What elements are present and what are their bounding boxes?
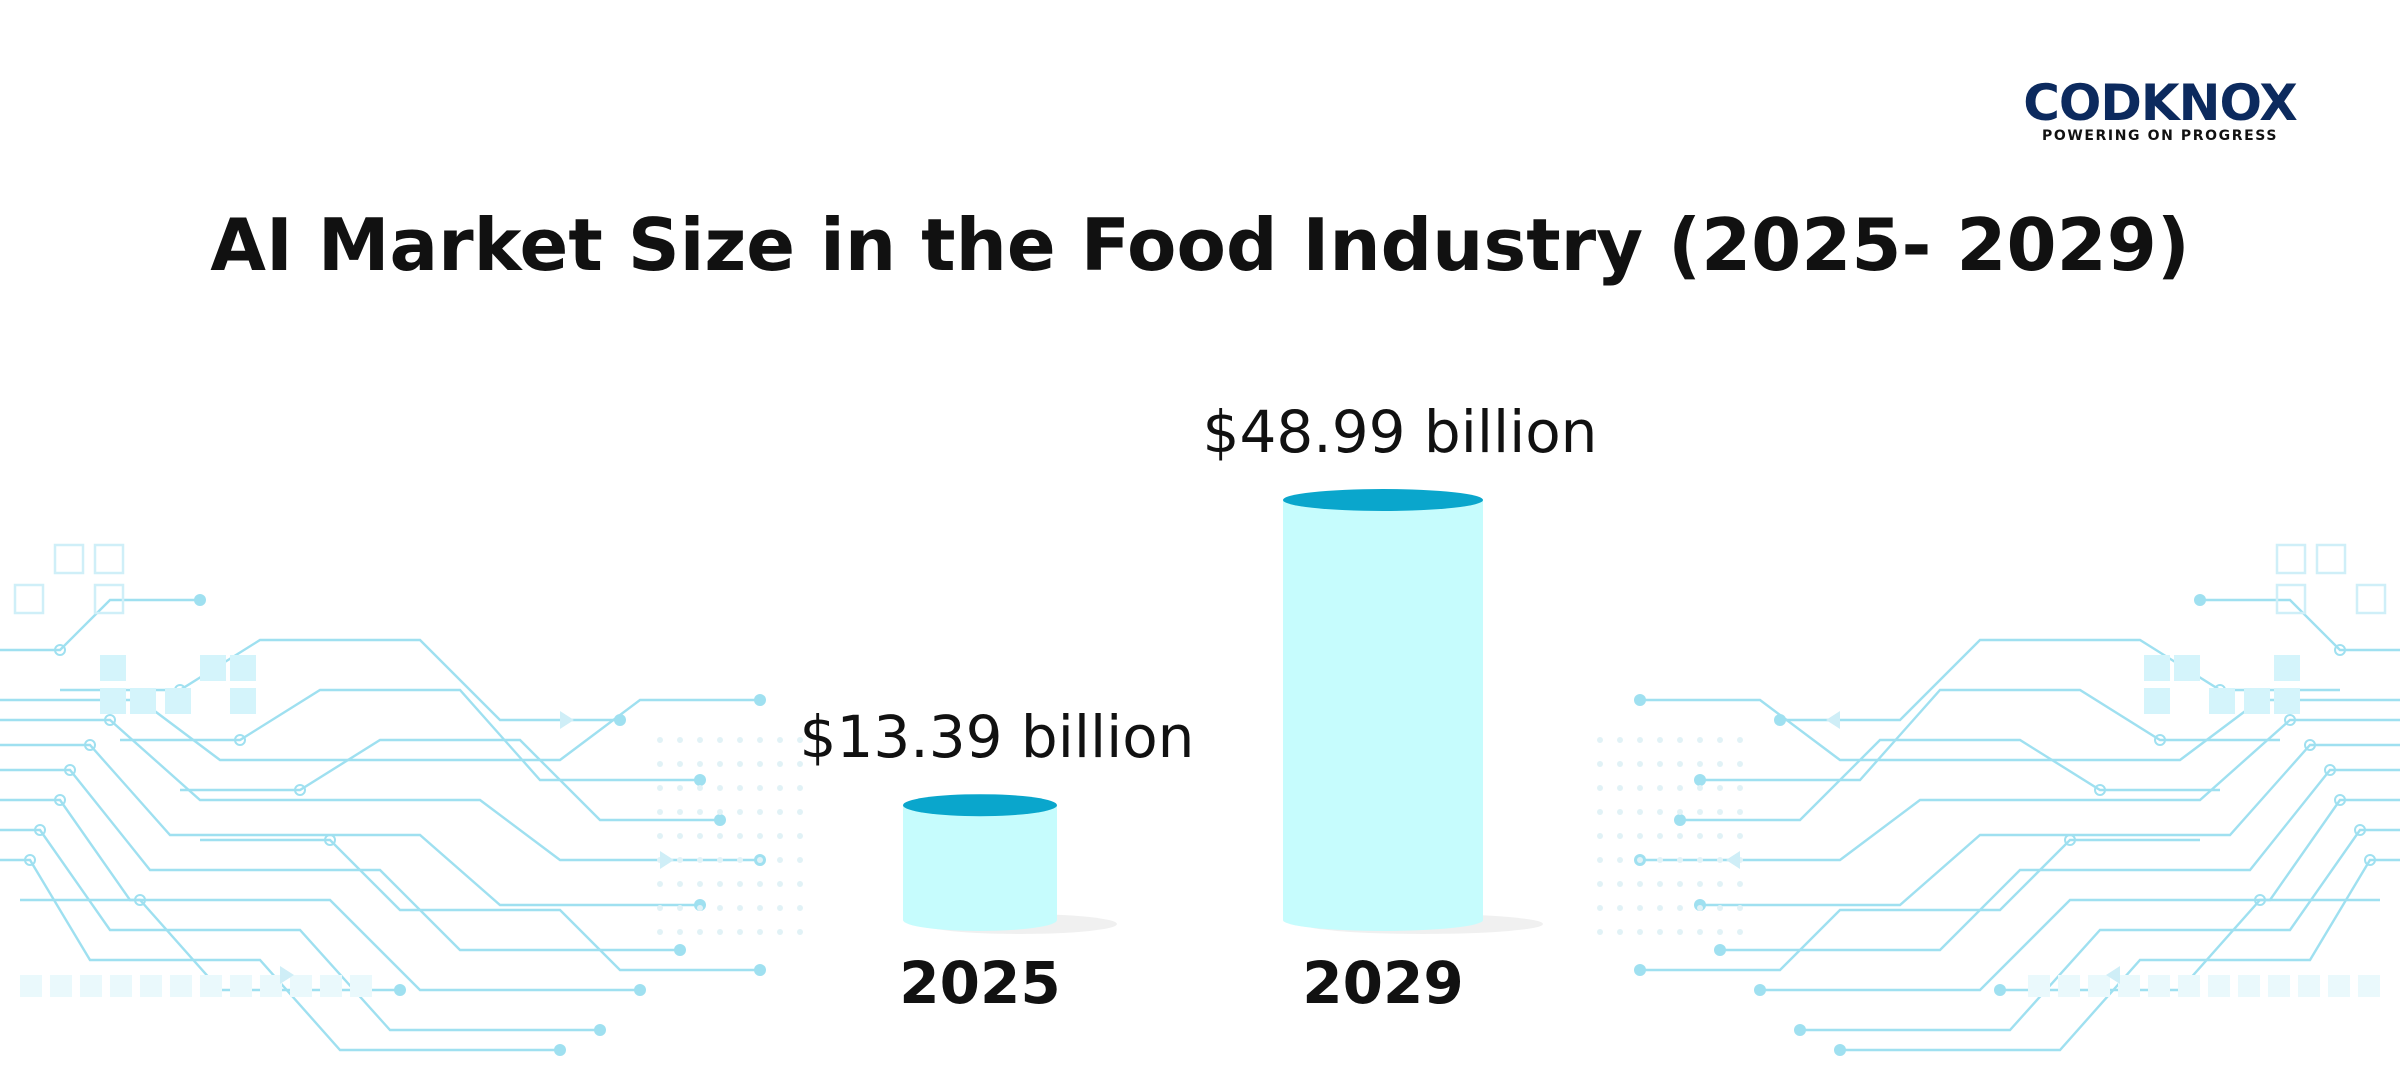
- bar-top: [1283, 489, 1483, 511]
- chart-title: AI Market Size in the Food Industry (202…: [210, 203, 2190, 287]
- bar-2029: [1283, 489, 1543, 934]
- data-label: $13.39 billion: [800, 703, 1195, 771]
- bar-body: [1283, 500, 1483, 931]
- brand-logo: CODKNOX POWERING ON PROGRESS: [1998, 78, 2322, 148]
- bar-body: [903, 805, 1057, 931]
- x-tick-label: 2029: [1302, 949, 1463, 1017]
- bar-2025: [903, 794, 1117, 934]
- bar-top: [903, 794, 1057, 817]
- circuit-traces: [0, 543, 2400, 1056]
- logo-wordmark: CODKNOX: [2023, 74, 2298, 132]
- logo-tagline: POWERING ON PROGRESS: [2041, 128, 2279, 144]
- x-tick-label: 2025: [899, 949, 1060, 1017]
- data-label: $48.99 billion: [1203, 398, 1598, 466]
